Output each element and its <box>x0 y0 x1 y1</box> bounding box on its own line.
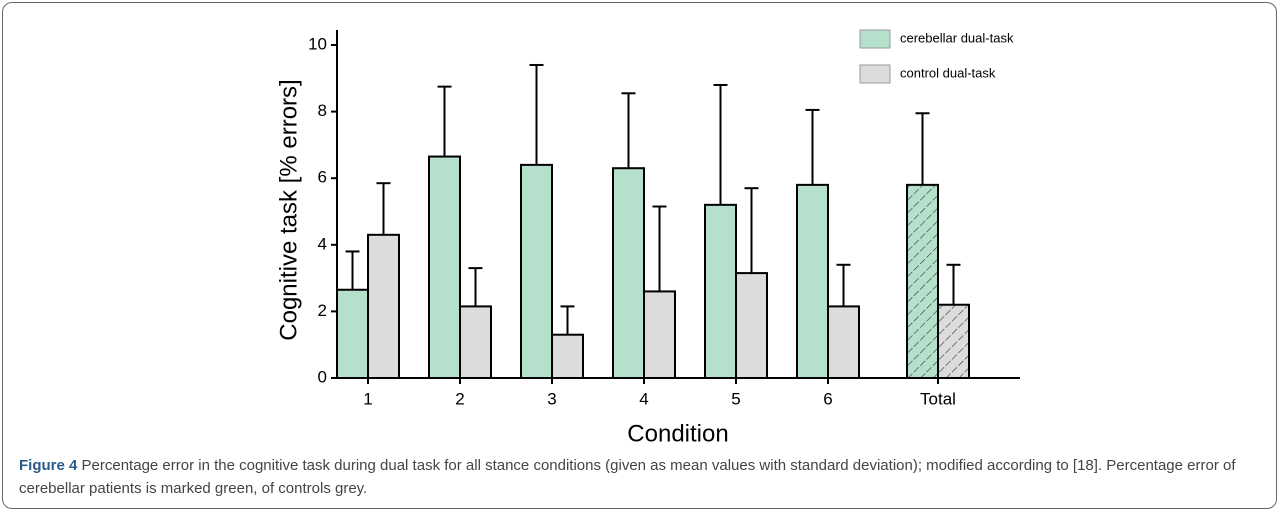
x-tick-label: 4 <box>639 389 648 408</box>
bar <box>704 203 737 379</box>
bar-hatch <box>908 185 937 377</box>
x-tick-label: 3 <box>547 389 556 408</box>
y-tick-label: 6 <box>318 168 327 187</box>
bar <box>520 163 553 379</box>
y-tick-label: 4 <box>318 234 327 253</box>
y-tick-label: 8 <box>318 101 327 120</box>
bar <box>612 167 645 379</box>
chart: Cognitive task [% errors] Condition 0 2 4 6… <box>275 29 1020 447</box>
bar <box>827 305 860 379</box>
bar <box>459 305 492 379</box>
caption-text: Percentage error in the cognitive task d… <box>19 457 1236 497</box>
y-tick-label: 10 <box>308 34 327 53</box>
bar <box>367 233 400 379</box>
legend-swatch <box>859 64 891 84</box>
x-tick-label: 5 <box>731 389 740 408</box>
x-tick-label: Total <box>920 389 956 408</box>
caption: Figure 4 Percentage error in the cogniti… <box>19 454 1264 500</box>
legend-label: control dual-task <box>900 65 996 80</box>
bar <box>551 333 584 379</box>
x-tick-label: 1 <box>363 389 372 408</box>
bar <box>428 155 461 379</box>
bar <box>336 288 369 380</box>
legend-swatch <box>859 29 891 49</box>
legend-label: cerebellar dual-task <box>900 30 1014 45</box>
y-tick-label: 2 <box>318 301 327 320</box>
bar-hatch <box>939 305 968 377</box>
bar <box>643 290 676 380</box>
y-axis-title: Cognitive task [% errors] <box>275 79 302 340</box>
x-tick-label: 2 <box>455 389 464 408</box>
bar <box>735 272 768 380</box>
caption-label: Figure 4 <box>19 457 78 474</box>
x-axis-title: Condition <box>627 420 728 447</box>
y-tick-label: 0 <box>318 367 327 386</box>
x-tick-label: 6 <box>823 389 832 408</box>
bar <box>796 183 829 379</box>
